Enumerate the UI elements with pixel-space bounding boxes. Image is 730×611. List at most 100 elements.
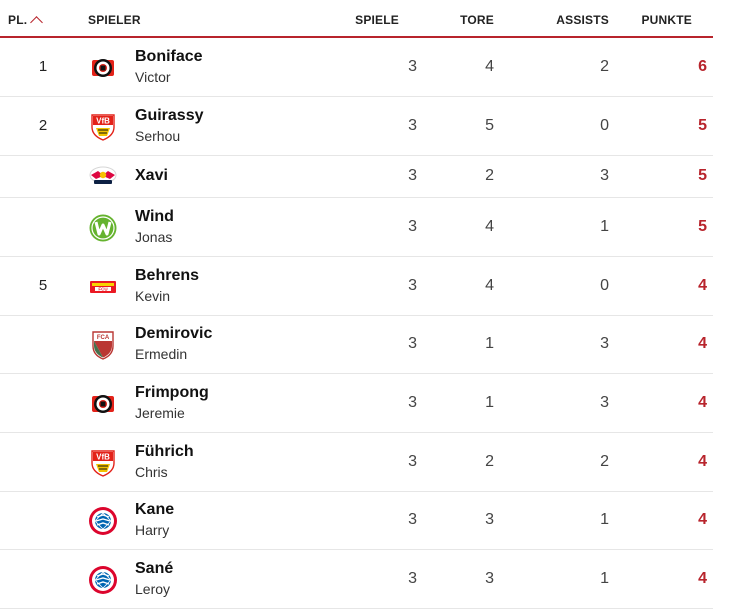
svg-text:FCU: FCU xyxy=(98,286,107,291)
points-cell: 4 xyxy=(698,393,707,411)
club-logo-icon: FCA xyxy=(88,330,118,360)
games-cell: 3 xyxy=(408,276,417,294)
points-cell: 4 xyxy=(698,276,707,294)
assists-cell: 3 xyxy=(600,167,609,184)
games-header[interactable]: SPIELE xyxy=(355,13,399,27)
player-header[interactable]: SPIELER xyxy=(88,13,141,27)
points-cell: 5 xyxy=(698,116,707,134)
assists-cell: 1 xyxy=(600,217,609,235)
svg-text:VfB: VfB xyxy=(96,116,110,125)
games-cell: 3 xyxy=(408,452,417,470)
rank-header-label: PL. xyxy=(8,13,28,27)
rank-cell: 1 xyxy=(38,57,48,75)
player-first-name: Leroy xyxy=(135,580,171,597)
assists-cell: 3 xyxy=(600,393,609,411)
player-last-name: Boniface xyxy=(135,47,203,65)
player-name[interactable]: Kane Harry xyxy=(135,500,174,540)
player-first-name: Ermedin xyxy=(135,346,188,362)
points-cell: 6 xyxy=(698,57,707,75)
goals-cell: 4 xyxy=(485,217,494,235)
games-cell: 3 xyxy=(408,217,417,235)
player-last-name: Behrens xyxy=(135,266,200,284)
games-cell: 3 xyxy=(408,335,417,352)
player-first-name: Jeremie xyxy=(135,404,185,421)
games-cell: 3 xyxy=(408,116,417,134)
points-cell: 5 xyxy=(698,167,707,184)
player-name[interactable]: Frimpong Jeremie xyxy=(135,383,209,423)
assists-cell: 3 xyxy=(600,335,609,352)
goals-cell: 4 xyxy=(485,57,494,75)
goals-cell: 2 xyxy=(485,167,494,184)
assists-cell: 1 xyxy=(600,511,609,528)
club-logo-icon xyxy=(88,506,118,536)
svg-text:VfB: VfB xyxy=(96,452,110,461)
goals-cell: 1 xyxy=(485,393,494,411)
player-name[interactable]: Demirovic Ermedin xyxy=(135,324,212,364)
player-name[interactable]: Wind Jonas xyxy=(135,207,174,247)
table-header: PL. SPIELER SPIELE TORE ASSISTS PUNKTE xyxy=(0,0,713,38)
player-last-name: Sané xyxy=(135,559,174,577)
table-row[interactable]: Xavi 3 2 3 5 xyxy=(0,156,713,198)
assists-cell: 0 xyxy=(600,116,609,134)
club-logo-icon xyxy=(88,162,118,192)
goals-cell: 1 xyxy=(485,335,494,352)
games-cell: 3 xyxy=(408,511,417,528)
table-row[interactable]: Wind Jonas 3 4 1 5 xyxy=(0,198,713,257)
player-first-name: Kevin xyxy=(135,287,171,304)
sort-rank-header[interactable]: PL. xyxy=(8,13,44,29)
points-cell: 4 xyxy=(698,335,707,352)
player-name[interactable]: Führich Chris xyxy=(135,442,194,482)
table-row[interactable]: VfB Führich Chris 3 2 2 4 xyxy=(0,433,713,492)
player-first-name: Victor xyxy=(135,68,171,85)
player-name[interactable]: Xavi xyxy=(135,166,168,186)
player-name[interactable]: Sané Leroy xyxy=(135,559,173,599)
player-first-name: Chris xyxy=(135,463,168,480)
club-logo-icon: VfB xyxy=(88,112,118,142)
club-logo-icon: FCU xyxy=(88,272,118,302)
assists-header[interactable]: ASSISTS xyxy=(556,13,609,27)
games-cell: 3 xyxy=(408,569,417,587)
table-row[interactable]: 2 VfB Guirassy Serhou 3 5 0 5 xyxy=(0,97,713,156)
rank-cell: 5 xyxy=(38,276,48,294)
points-cell: 4 xyxy=(698,511,707,528)
player-last-name: Guirassy xyxy=(135,106,204,124)
table-row[interactable]: 5 FCU Behrens Kevin 3 4 0 4 xyxy=(0,257,713,316)
table-body: 1 Boniface Victor 3 4 2 6 2 VfB Guirassy Serhou 3 5 0… xyxy=(0,38,730,609)
points-cell: 4 xyxy=(698,569,707,587)
points-cell: 5 xyxy=(698,217,707,235)
player-last-name: Wind xyxy=(135,207,174,225)
player-first-name: Harry xyxy=(135,522,170,538)
svg-text:FCA: FCA xyxy=(97,335,110,341)
table-row[interactable]: Kane Harry 3 3 1 4 xyxy=(0,492,713,550)
goals-cell: 4 xyxy=(485,276,494,294)
goals-cell: 2 xyxy=(485,452,494,470)
table-row[interactable]: FCA Demirovic Ermedin 3 1 3 4 xyxy=(0,316,713,374)
goals-header[interactable]: TORE xyxy=(460,13,494,27)
player-last-name: Kane xyxy=(135,501,175,518)
player-first-name: Jonas xyxy=(135,228,173,245)
club-logo-icon xyxy=(88,389,118,419)
games-cell: 3 xyxy=(408,167,417,184)
points-cell: 4 xyxy=(698,452,707,470)
assists-cell: 2 xyxy=(600,452,609,470)
chevron-up-icon xyxy=(30,16,44,29)
club-logo-icon xyxy=(88,213,118,243)
player-first-name: Serhou xyxy=(135,127,181,144)
player-last-name: Demirovic xyxy=(135,325,213,342)
goals-cell: 5 xyxy=(485,116,494,134)
table-row[interactable]: 1 Boniface Victor 3 4 2 6 xyxy=(0,38,713,97)
player-name[interactable]: Guirassy Serhou xyxy=(135,106,203,146)
club-logo-icon xyxy=(88,565,118,595)
table-row[interactable]: Frimpong Jeremie 3 1 3 4 xyxy=(0,374,713,433)
player-name[interactable]: Behrens Kevin xyxy=(135,266,199,306)
player-last-name: Xavi xyxy=(135,167,168,184)
player-name[interactable]: Boniface Victor xyxy=(135,47,203,87)
points-header[interactable]: PUNKTE xyxy=(641,13,692,27)
club-logo-icon: VfB xyxy=(88,448,118,478)
goals-cell: 3 xyxy=(485,569,494,587)
player-last-name: Führich xyxy=(135,442,194,460)
games-cell: 3 xyxy=(408,393,417,411)
assists-cell: 1 xyxy=(600,569,609,587)
table-row[interactable]: Sané Leroy 3 3 1 4 xyxy=(0,550,713,609)
